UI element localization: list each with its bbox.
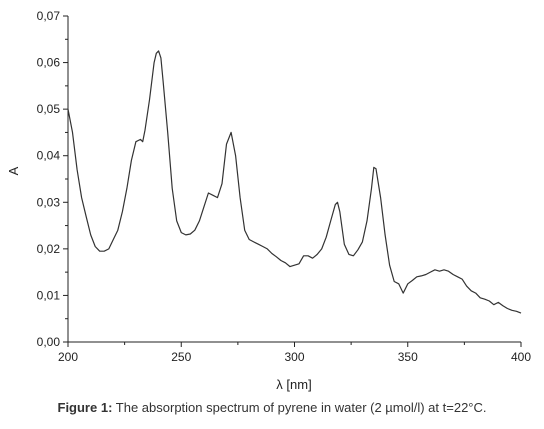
caption-label: Figure 1:: [57, 400, 113, 415]
y-tick-label: 0,05: [37, 102, 61, 116]
y-tick-label: 0,07: [37, 9, 61, 23]
y-tick-label: 0,03: [37, 195, 61, 209]
x-tick-label: 400: [511, 350, 531, 364]
x-tick-label: 300: [284, 350, 304, 364]
x-tick-label: 250: [171, 350, 191, 364]
y-tick-label: 0,06: [37, 56, 61, 70]
x-tick-label: 200: [58, 350, 78, 364]
y-tick-label: 0,00: [37, 335, 61, 349]
y-tick-label: 0,04: [37, 149, 61, 163]
x-axis-title: λ [nm]: [276, 377, 311, 392]
absorption-chart: 0,00 0,01 0,02 0,03 0,04 0,05 0,06 0,07 200 250 30…: [6, 9, 532, 392]
ticks: 0,00 0,01 0,02 0,03 0,04 0,05 0,06 0,07 200 250 30…: [37, 9, 532, 364]
caption-text: The absorption spectrum of pyrene in wat…: [112, 400, 487, 415]
y-axis-title: A: [6, 166, 21, 175]
spectrum-line-0: [67, 50, 522, 314]
y-tick-label: 0,02: [37, 242, 61, 256]
y-tick-label: 0,01: [37, 288, 61, 302]
figure-caption: Figure 1: The absorption spectrum of pyr…: [0, 400, 544, 415]
series-layer: [67, 50, 522, 314]
x-tick-label: 350: [398, 350, 418, 364]
axes: [67, 16, 521, 343]
